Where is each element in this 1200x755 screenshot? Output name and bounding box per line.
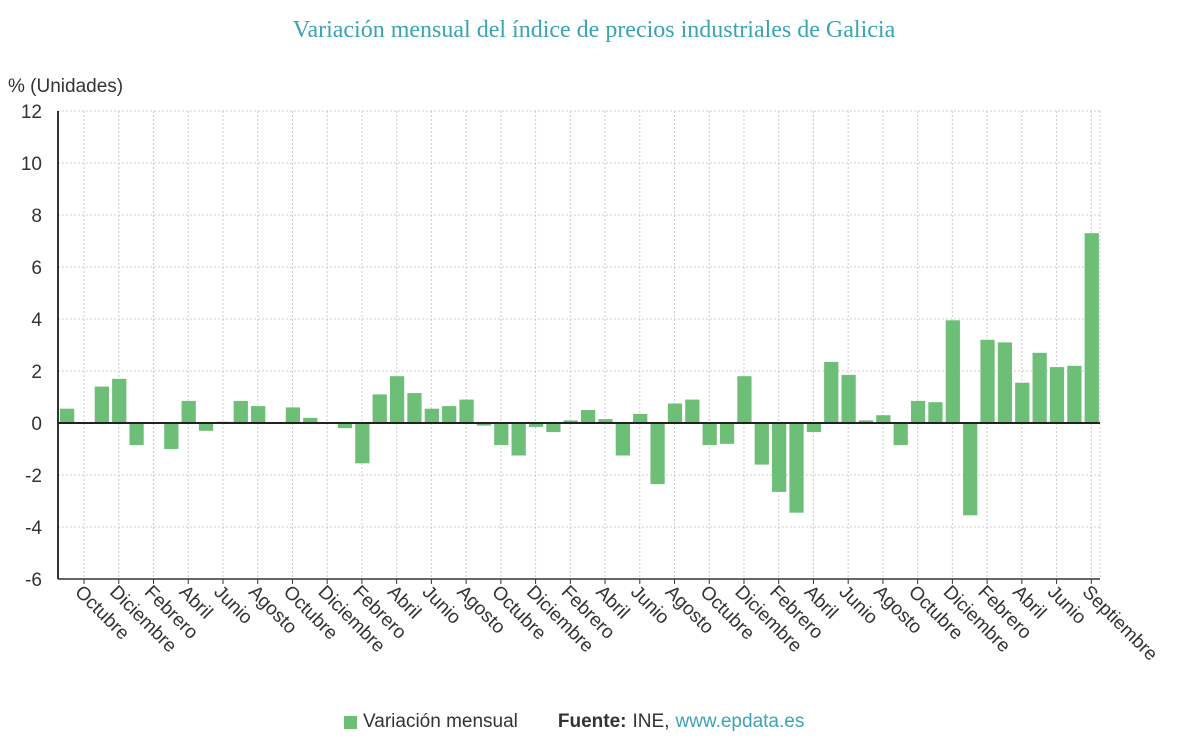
bar	[824, 361, 839, 423]
source-link[interactable]: www.epdata.es	[675, 711, 805, 732]
bar	[980, 339, 995, 423]
bar	[303, 417, 318, 423]
source-label: Fuente:	[557, 711, 627, 732]
legend-swatch	[344, 715, 357, 729]
bar	[355, 423, 370, 464]
chart-footer: Variación mensual Fuente: INE, www.epdat…	[344, 709, 804, 735]
y-tick-label: -4	[25, 518, 42, 539]
bar	[685, 399, 700, 423]
y-axis-title: % (Unidades)	[8, 76, 123, 97]
y-tick-label: 8	[31, 206, 42, 227]
bar	[181, 400, 196, 423]
y-tick-label: 2	[31, 362, 42, 383]
bar	[546, 423, 561, 433]
bar	[581, 410, 596, 423]
bar	[94, 386, 109, 423]
bar	[476, 423, 492, 426]
bar	[719, 423, 735, 444]
x-tick-label: Septiembre	[1078, 582, 1162, 666]
bar	[598, 419, 613, 423]
bar	[407, 393, 422, 423]
bar	[858, 420, 874, 423]
x-tick-label: Junio	[209, 582, 256, 629]
bar	[615, 423, 630, 456]
bar	[164, 423, 179, 449]
y-tick-label: 0	[31, 414, 42, 435]
bar	[389, 376, 405, 423]
bar	[754, 423, 769, 465]
bar	[424, 408, 439, 423]
bar	[494, 423, 509, 446]
bar	[198, 423, 214, 431]
bar	[789, 423, 804, 513]
bar	[1049, 367, 1065, 423]
bar	[511, 423, 526, 456]
bar	[233, 400, 248, 423]
source-org: INE,	[632, 711, 670, 732]
bar	[650, 423, 665, 485]
bar	[251, 406, 266, 423]
bar	[1032, 352, 1047, 423]
bar	[806, 423, 822, 433]
bar	[285, 407, 301, 423]
bar	[112, 378, 127, 423]
bar	[459, 399, 474, 423]
bar	[337, 423, 353, 429]
bar	[945, 320, 960, 423]
bar	[876, 415, 891, 423]
y-tick-label: 10	[21, 154, 42, 175]
bar	[963, 423, 978, 516]
bar	[997, 342, 1013, 423]
bar	[60, 408, 75, 423]
bar	[129, 423, 144, 446]
bar	[772, 423, 787, 492]
legend-label[interactable]: Variación mensual	[363, 711, 518, 732]
bar	[1067, 365, 1082, 423]
bar	[667, 403, 683, 423]
bar	[372, 394, 387, 423]
x-tick-label: Junio	[1043, 582, 1090, 629]
y-tick-label: 4	[31, 310, 42, 331]
y-tick-label: 12	[21, 102, 42, 123]
bar	[1015, 382, 1030, 423]
y-tick-label: -6	[25, 570, 42, 591]
bar	[928, 402, 943, 423]
bar	[702, 423, 717, 446]
bar	[528, 423, 544, 427]
y-tick-label: 6	[31, 258, 42, 279]
bar	[737, 376, 752, 423]
x-tick-label: Junio	[626, 582, 673, 629]
bar	[633, 413, 648, 423]
bar	[893, 423, 908, 446]
bar	[910, 400, 926, 423]
bar	[563, 420, 578, 423]
bar	[841, 374, 856, 423]
bar	[442, 406, 457, 423]
x-tick-label: Junio	[418, 582, 465, 629]
chart-title: Variación mensual del índice de precios …	[292, 17, 896, 43]
x-tick-label: Junio	[835, 582, 882, 629]
y-tick-label: -2	[25, 466, 42, 487]
bar	[1084, 233, 1099, 423]
